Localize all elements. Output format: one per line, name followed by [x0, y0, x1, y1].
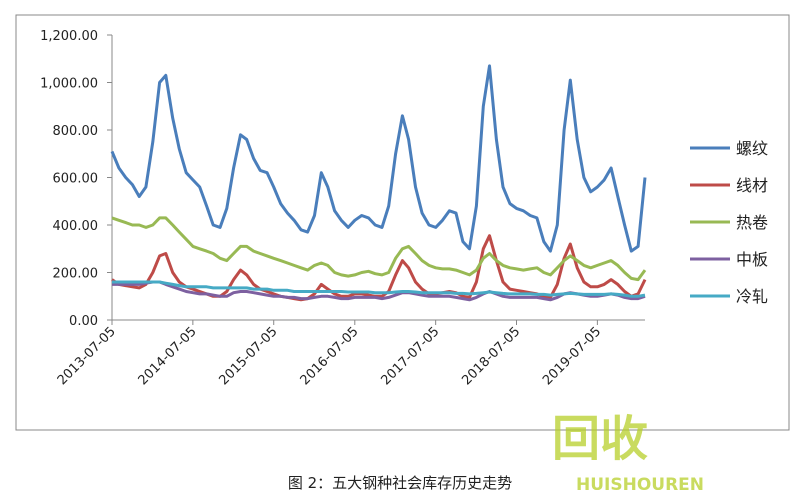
- y-tick-label: 1,200.00: [40, 29, 98, 44]
- chart-frame: [15, 14, 790, 431]
- legend-label: 螺纹: [736, 139, 768, 158]
- series-line: [111, 216, 647, 282]
- x-tick-label: 2019-07-05: [540, 324, 604, 388]
- series-line: [112, 280, 646, 298]
- legend-label: 中板: [736, 250, 768, 269]
- y-tick-label: 400.00: [53, 219, 99, 234]
- series-line: [111, 234, 647, 302]
- x-tick-label: 2016-07-05: [298, 324, 362, 388]
- y-tick-label: 0.00: [69, 314, 98, 329]
- legend-label: 冷轧: [736, 287, 768, 306]
- x-tick-label: 2013-07-05: [55, 324, 119, 388]
- watermark: 回收 HUISHOUREN: [552, 411, 704, 495]
- x-tick-label: 2014-07-05: [136, 324, 200, 388]
- watermark-text: HUISHOUREN: [576, 475, 704, 495]
- x-tick-label: 2018-07-05: [459, 324, 523, 388]
- x-tick-label: 2015-07-05: [217, 324, 281, 388]
- series-line: [112, 280, 646, 302]
- legend-label: 热卷: [736, 213, 768, 232]
- y-tick-label: 600.00: [53, 172, 99, 187]
- series-line: [110, 64, 647, 253]
- y-tick-label: 1,000.00: [40, 77, 98, 92]
- y-tick-label: 200.00: [53, 267, 99, 282]
- x-tick-label: 2017-07-05: [378, 324, 442, 388]
- caption: 图 2：五大钢种社会库存历史走势: [288, 474, 512, 492]
- legend-label: 线材: [736, 176, 768, 195]
- watermark-logo: 回收: [552, 411, 648, 467]
- y-tick-label: 800.00: [53, 124, 99, 139]
